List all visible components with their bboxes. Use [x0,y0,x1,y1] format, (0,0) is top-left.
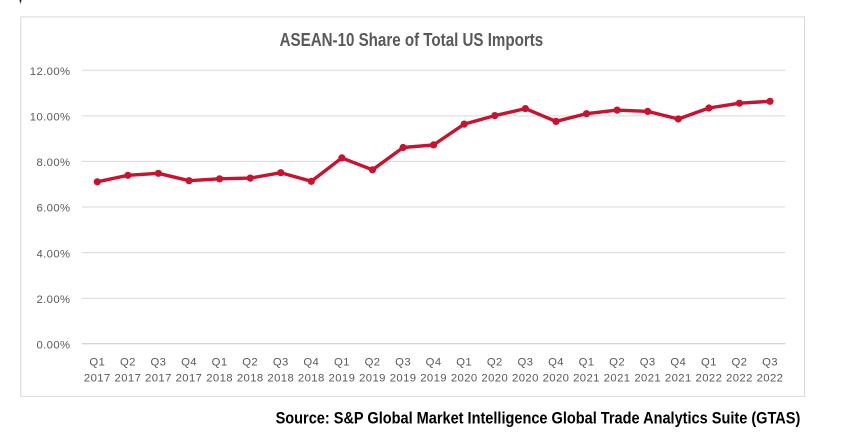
svg-text:Q2: Q2 [487,357,503,369]
svg-text:Q1: Q1 [579,357,595,369]
svg-text:Q1: Q1 [701,357,717,369]
svg-text:Q4: Q4 [303,357,319,369]
svg-text:2017: 2017 [115,373,142,385]
svg-text:Q4: Q4 [181,357,197,369]
svg-text:Q2: Q2 [242,357,258,369]
svg-text:Q4: Q4 [670,357,686,369]
svg-text:2021: 2021 [634,373,661,385]
svg-text:2022: 2022 [696,373,723,385]
svg-text:Q3: Q3 [273,357,289,369]
svg-text:2020: 2020 [481,373,508,385]
svg-text:2019: 2019 [390,373,417,385]
svg-text:2018: 2018 [298,373,325,385]
svg-text:2.00%: 2.00% [36,294,70,306]
svg-text:2018: 2018 [267,373,294,385]
svg-text:6.00%: 6.00% [36,203,70,215]
svg-text:Q4: Q4 [548,357,564,369]
svg-text:2020: 2020 [543,373,570,385]
svg-text:Q4: Q4 [426,357,442,369]
svg-text:2019: 2019 [359,373,386,385]
svg-text:Q3: Q3 [517,357,533,369]
svg-text:2021: 2021 [665,373,692,385]
svg-text:Q2: Q2 [609,357,625,369]
svg-text:Q2: Q2 [120,357,136,369]
svg-text:Q3: Q3 [150,357,166,369]
svg-text:4.00%: 4.00% [36,248,70,260]
svg-text:2021: 2021 [573,373,600,385]
svg-text:Q3: Q3 [762,357,778,369]
svg-text:2021: 2021 [604,373,631,385]
svg-text:8.00%: 8.00% [36,157,70,169]
svg-text:2017: 2017 [145,373,172,385]
svg-text:2019: 2019 [420,373,447,385]
svg-text:2017: 2017 [84,373,111,385]
svg-text:Q1: Q1 [334,357,350,369]
svg-text:2022: 2022 [757,373,784,385]
svg-text:Q2: Q2 [731,357,747,369]
svg-text:2017: 2017 [176,373,203,385]
svg-text:Q1: Q1 [89,357,105,369]
svg-text:0.00%: 0.00% [36,340,70,352]
svg-text:ASEAN-10 Share of Total US Imp: ASEAN-10 Share of Total US Imports [280,29,544,50]
svg-text:2022: 2022 [726,373,753,385]
svg-text:12.00%: 12.00% [30,66,71,78]
svg-text:Q1: Q1 [456,357,472,369]
svg-text:Q3: Q3 [640,357,656,369]
svg-text:Q3: Q3 [395,357,411,369]
svg-text:Source: S&P Global Market Inte: Source: S&P Global Market Intelligence G… [276,409,801,427]
svg-text:2020: 2020 [451,373,478,385]
svg-text:Q2: Q2 [365,357,381,369]
svg-text:Q1: Q1 [212,357,228,369]
svg-text:2020: 2020 [512,373,539,385]
svg-text:2018: 2018 [206,373,233,385]
svg-text:2019: 2019 [329,373,356,385]
svg-text:2018: 2018 [237,373,264,385]
svg-text:10.00%: 10.00% [30,112,71,124]
